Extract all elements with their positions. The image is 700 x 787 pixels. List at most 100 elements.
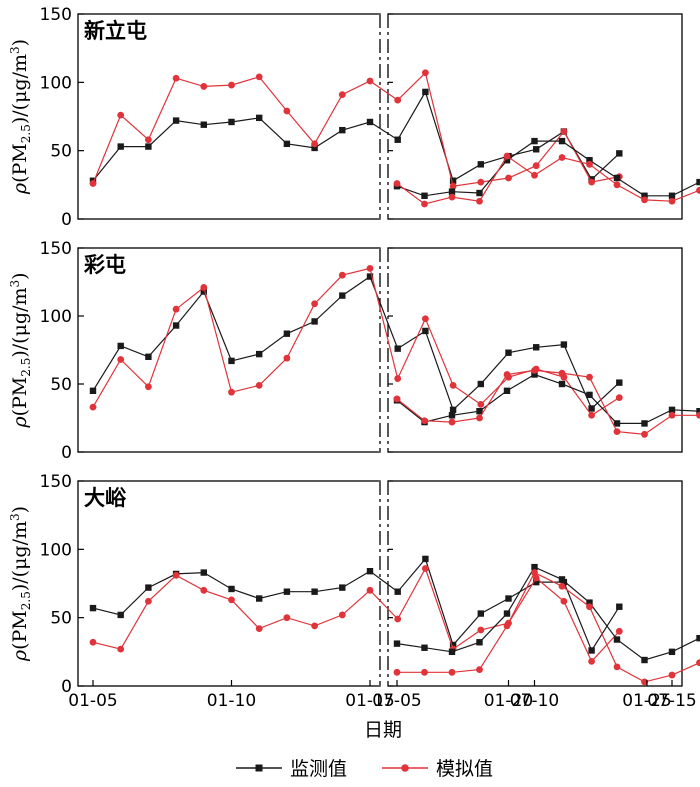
data-point-simulated: [228, 388, 235, 396]
y-tick-label: 100: [40, 540, 72, 560]
data-point-monitored: [476, 189, 483, 197]
data-point-monitored: [477, 610, 484, 617]
data-point-monitored: [533, 146, 540, 153]
data-point-monitored: [228, 357, 235, 365]
data-point-monitored: [117, 143, 124, 150]
data-point-simulated: [641, 430, 648, 438]
data-point-monitored: [394, 136, 401, 143]
data-point-monitored: [256, 114, 263, 122]
data-point-simulated: [586, 603, 593, 611]
data-point-simulated: [117, 645, 125, 653]
data-point-monitored: [448, 412, 456, 419]
data-point-simulated: [503, 371, 511, 378]
data-point-simulated: [531, 367, 538, 374]
data-point-monitored: [503, 157, 511, 164]
data-point-monitored: [228, 118, 235, 126]
data-point-monitored: [89, 387, 97, 394]
y-axis-label: ρ(PM2.5)/(μg/m3): [8, 39, 33, 195]
data-point-simulated: [228, 596, 235, 604]
data-point-monitored: [228, 585, 235, 593]
data-point-monitored: [586, 599, 593, 606]
data-point-simulated: [145, 383, 152, 391]
data-point-simulated: [394, 375, 402, 382]
data-point-simulated: [476, 414, 483, 422]
x-tick-label: 07-05: [372, 691, 421, 711]
data-point-simulated: [338, 271, 346, 279]
data-point-simulated: [172, 305, 180, 313]
data-point-simulated: [117, 356, 125, 363]
station-name: 新立屯: [84, 19, 147, 43]
data-point-simulated: [449, 182, 457, 190]
data-point-monitored: [616, 603, 623, 610]
data-point-monitored: [449, 177, 457, 184]
july-line-simulated: [396, 155, 700, 205]
data-point-simulated: [588, 178, 595, 186]
x-tick-label: 01-25: [622, 691, 671, 711]
legend-marker-circle: [401, 764, 409, 772]
data-point-monitored: [613, 636, 621, 643]
january-line-simulated: [92, 567, 620, 663]
station-name: 大峪: [84, 486, 127, 510]
data-point-monitored: [117, 342, 124, 350]
plot-frame-january: [77, 247, 381, 453]
data-point-monitored: [476, 639, 483, 646]
january-line-simulated: [92, 71, 620, 187]
data-point-simulated: [613, 428, 621, 435]
data-point-monitored: [366, 273, 374, 280]
data-point-simulated: [421, 200, 428, 208]
data-point-monitored: [533, 344, 540, 351]
data-point-simulated: [311, 140, 318, 148]
legend: 监测值 模拟值: [236, 758, 493, 780]
data-point-simulated: [255, 625, 263, 632]
y-tick-label: 150: [40, 472, 72, 492]
data-point-simulated: [558, 369, 566, 377]
data-point-simulated: [476, 666, 483, 673]
data-point-monitored: [613, 174, 621, 182]
data-point-simulated: [393, 395, 401, 403]
data-point-monitored: [339, 126, 346, 134]
data-point-simulated: [89, 180, 97, 187]
data-point-monitored: [339, 584, 346, 591]
x-tick-label: 01-10: [207, 691, 256, 711]
data-point-monitored: [311, 318, 318, 325]
y-tick-label: 150: [40, 5, 72, 25]
data-point-monitored: [366, 568, 374, 575]
data-point-monitored: [200, 288, 207, 295]
data-point-simulated: [393, 180, 401, 187]
y-axis-label: ρ(PM2.5)/(μg/m3): [8, 506, 33, 662]
data-point-simulated: [255, 73, 263, 81]
y-tick-label: 0: [61, 210, 72, 230]
data-point-monitored: [283, 140, 291, 148]
data-point-monitored: [613, 420, 621, 427]
data-point-simulated: [558, 154, 566, 161]
data-point-monitored: [560, 341, 568, 348]
data-point-monitored: [172, 117, 180, 124]
data-point-monitored: [394, 345, 401, 352]
data-point-monitored: [668, 406, 676, 414]
data-point-monitored: [505, 595, 512, 602]
july-line-monitored: [396, 566, 700, 661]
y-tick-label: 100: [40, 73, 72, 93]
data-point-simulated: [117, 111, 125, 119]
data-point-simulated: [558, 582, 566, 590]
data-point-monitored: [641, 420, 648, 427]
data-point-monitored: [449, 641, 457, 649]
july-line-simulated: [397, 571, 700, 683]
data-point-monitored: [696, 408, 700, 415]
data-point-monitored: [505, 349, 512, 356]
data-point-monitored: [311, 144, 318, 152]
data-point-simulated: [283, 107, 291, 115]
data-point-monitored: [586, 391, 593, 399]
data-point-simulated: [89, 403, 97, 411]
july-line-simulated: [396, 369, 700, 435]
data-point-monitored: [448, 188, 456, 195]
data-point-simulated: [228, 81, 235, 89]
data-point-simulated: [477, 178, 485, 186]
data-point-simulated: [89, 638, 97, 646]
x-tick-label: 01-05: [68, 691, 117, 711]
january-line-simulated: [92, 267, 620, 417]
july-line-monitored: [396, 140, 700, 197]
data-point-simulated: [531, 569, 538, 576]
data-point-simulated: [586, 373, 593, 381]
